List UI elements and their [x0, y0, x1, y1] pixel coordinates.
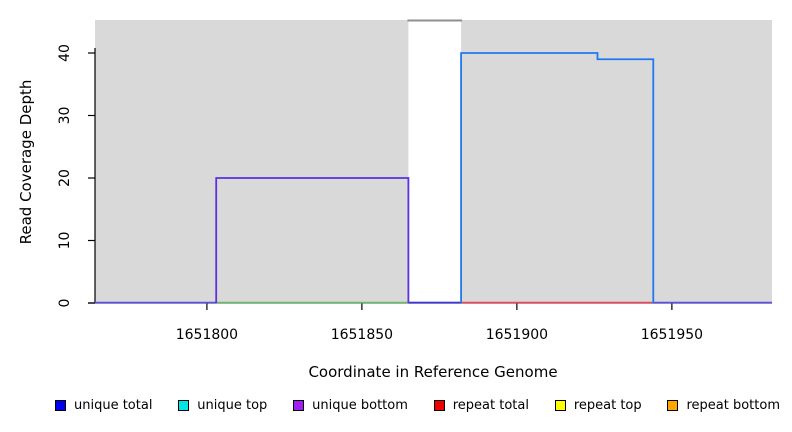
x-tick-label: 1651950 — [641, 327, 703, 343]
unique-total-coverage-block — [460, 52, 655, 303]
legend-item-unique-top: unique top — [178, 398, 267, 413]
legend-swatch — [433, 399, 445, 411]
y-axis-title: Read Coverage Depth — [17, 80, 35, 245]
legend-swatch — [667, 399, 679, 411]
y-tick-label: 30 — [57, 107, 73, 125]
legend-item-repeat-total: repeat total — [433, 397, 529, 413]
chart-legend: unique total unique top unique bottom re… — [55, 395, 780, 415]
legend-item-unique-total: unique total — [55, 398, 152, 413]
legend-swatch — [293, 399, 305, 411]
legend-item-repeat-top: repeat top — [554, 397, 642, 413]
unique-bottom-coverage-block — [215, 177, 410, 303]
legend-label: unique total — [74, 397, 153, 413]
legend-swatch — [55, 399, 66, 411]
legend-label: unique top — [197, 397, 268, 413]
plot-layers: 1651800 1651850 1651900 1651950 0 10 20 30 40 — [57, 17, 772, 343]
x-tick-label: 1651850 — [331, 327, 393, 343]
legend-item-unique-bottom: unique bottom — [293, 398, 408, 413]
legend-item-repeat-bottom: repeat bottom — [667, 398, 780, 413]
y-tick-label: 20 — [57, 169, 73, 187]
uncovered-gap-band — [408, 17, 462, 302]
legend-label: repeat bottom — [686, 397, 780, 413]
y-tick-label: 0 — [57, 299, 73, 308]
legend-label: repeat top — [573, 397, 642, 413]
legend-label: unique bottom — [312, 397, 408, 413]
legend-swatch — [178, 399, 190, 411]
legend-swatch — [554, 399, 566, 411]
x-tick-label: 1651800 — [176, 327, 238, 343]
legend-label: repeat total — [452, 397, 529, 413]
x-axis-title: Coordinate in Reference Genome — [308, 363, 557, 381]
y-tick-label: 40 — [57, 44, 73, 62]
x-tick-label: 1651900 — [486, 327, 548, 343]
y-tick-label: 10 — [57, 232, 73, 250]
